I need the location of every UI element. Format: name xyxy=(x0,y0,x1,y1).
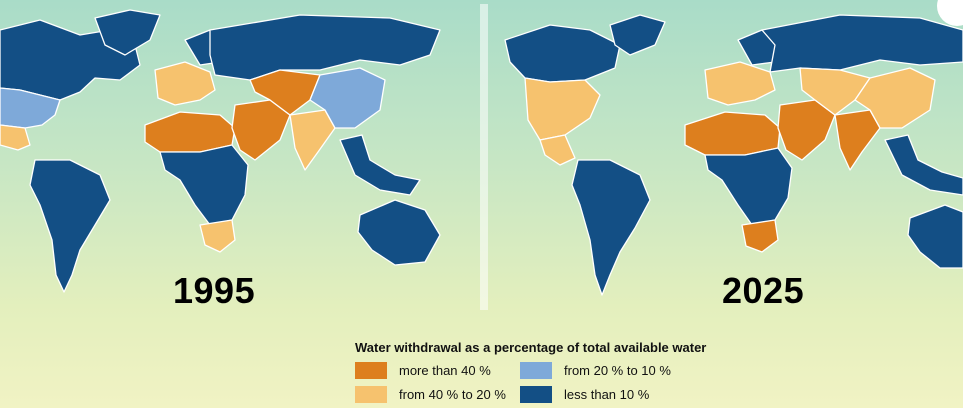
central-africa xyxy=(159,144,249,226)
legend-swatch xyxy=(520,386,552,403)
legend-label: from 20 % to 10 % xyxy=(564,363,671,378)
legend-item-less-than-10: less than 10 % xyxy=(520,386,649,403)
russia xyxy=(761,14,963,73)
southeast-asia xyxy=(884,134,963,196)
mexico xyxy=(0,124,31,151)
map-2025 xyxy=(490,0,963,312)
legend-label: less than 10 % xyxy=(564,387,650,402)
map-divider xyxy=(480,4,488,310)
legend-label: more than 40 % xyxy=(399,363,491,378)
south-africa xyxy=(199,219,236,253)
china xyxy=(309,67,386,129)
usa xyxy=(524,77,601,141)
legend-item-more-than-40: more than 40 % xyxy=(355,362,491,379)
europe-west xyxy=(704,61,776,106)
world-map-1995 xyxy=(0,9,441,293)
china xyxy=(854,67,936,129)
legend-title: Water withdrawal as a percentage of tota… xyxy=(355,340,707,355)
legend-swatch xyxy=(520,362,552,379)
map-1995 xyxy=(0,0,478,312)
north-africa xyxy=(684,111,781,156)
north-america-north xyxy=(504,24,621,83)
mexico xyxy=(539,134,576,166)
year-label-2025: 2025 xyxy=(722,270,805,311)
central-asia xyxy=(249,69,321,116)
legend-label: from 40 % to 20 % xyxy=(399,387,506,402)
south-america xyxy=(29,159,111,293)
legend-swatch xyxy=(355,362,387,379)
southeast-asia xyxy=(339,134,421,196)
north-africa xyxy=(144,111,236,153)
world-map-2025 xyxy=(504,14,963,296)
greenland xyxy=(609,14,666,56)
australia xyxy=(907,204,963,269)
europe-west xyxy=(154,61,216,106)
year-label-1995: 1995 xyxy=(173,270,256,311)
legend-swatch xyxy=(355,386,387,403)
south-america xyxy=(571,159,651,296)
legend-item-20-to-10: from 20 % to 10 % xyxy=(520,362,671,379)
legend-item-40-to-20: from 40 % to 20 % xyxy=(355,386,506,403)
south-africa xyxy=(741,219,779,253)
central-asia xyxy=(799,67,871,116)
greenland xyxy=(94,9,161,56)
south-asia xyxy=(289,109,336,171)
south-asia xyxy=(834,109,881,171)
australia xyxy=(357,199,441,266)
russia xyxy=(209,14,441,81)
central-africa xyxy=(704,147,793,226)
